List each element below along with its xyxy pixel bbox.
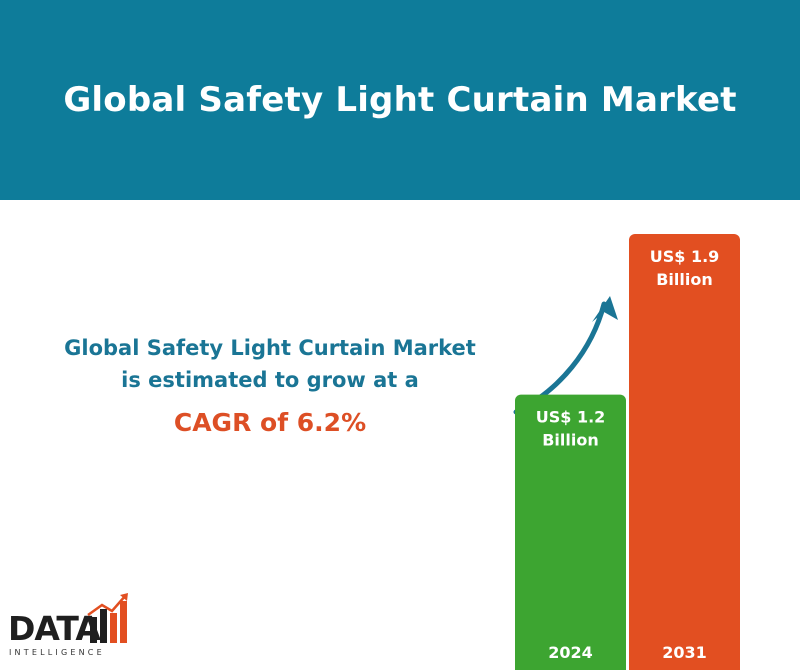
data-label-2024-1: US$ 1.2 xyxy=(536,408,606,427)
growth-arrowhead-icon xyxy=(592,296,618,322)
data-intelligence-logo: DATA INTELLIGENCE xyxy=(8,593,128,663)
data-label-2031-2: Billion xyxy=(656,270,713,289)
logo-bars-icon xyxy=(87,593,128,643)
growth-summary: Global Safety Light Curtain Market is es… xyxy=(64,336,476,392)
page-title: Global Safety Light Curtain Market xyxy=(63,80,737,120)
bar-2031 xyxy=(629,234,740,670)
bar-2024 xyxy=(515,394,626,670)
data-label-2031-1: US$ 1.9 xyxy=(650,247,720,266)
data-label-2024-2: Billion xyxy=(542,431,599,450)
logo-wordmark: DATA xyxy=(8,609,101,648)
header-banner: Global Safety Light Curtain Market xyxy=(0,0,800,200)
cagr-text: CAGR of 6.2% xyxy=(173,408,367,437)
category-label-2031: 2031 xyxy=(662,643,707,662)
category-label-2024: 2024 xyxy=(548,643,593,662)
logo-subtitle: INTELLIGENCE xyxy=(9,648,105,657)
